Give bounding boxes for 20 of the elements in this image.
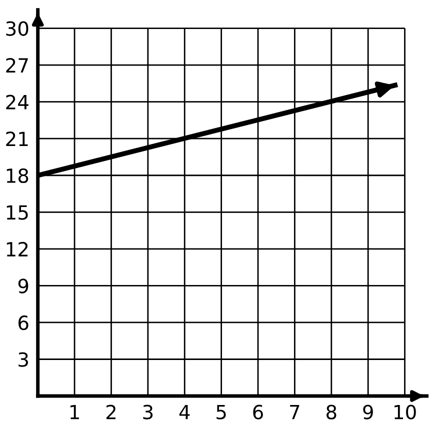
y-tick-label: 3: [18, 352, 28, 367]
x-tick-label: 4: [179, 404, 190, 420]
y-tick-label: 12: [6, 242, 28, 256]
y-tick-label: 15: [6, 205, 28, 220]
x-tick-label: 7: [290, 404, 300, 420]
y-tick-label: 24: [6, 94, 28, 110]
x-tick-label: 8: [326, 404, 336, 420]
y-tick-label: 9: [18, 278, 28, 294]
y-tick-label: 6: [18, 315, 28, 330]
x-tick-label: 2: [106, 404, 116, 420]
x-tick-label: 9: [363, 404, 373, 420]
y-tick-label: 30: [6, 21, 28, 36]
y-tick-label: 27: [6, 58, 28, 72]
x-tick-label: 3: [143, 404, 153, 420]
x-tick-label: 6: [253, 404, 263, 420]
x-tick-label: 5: [216, 404, 226, 420]
y-tick-label: 21: [6, 132, 28, 146]
x-tick-label: 1: [70, 404, 79, 420]
x-tick-label: 10: [394, 404, 416, 420]
y-tick-label: 18: [6, 168, 28, 184]
